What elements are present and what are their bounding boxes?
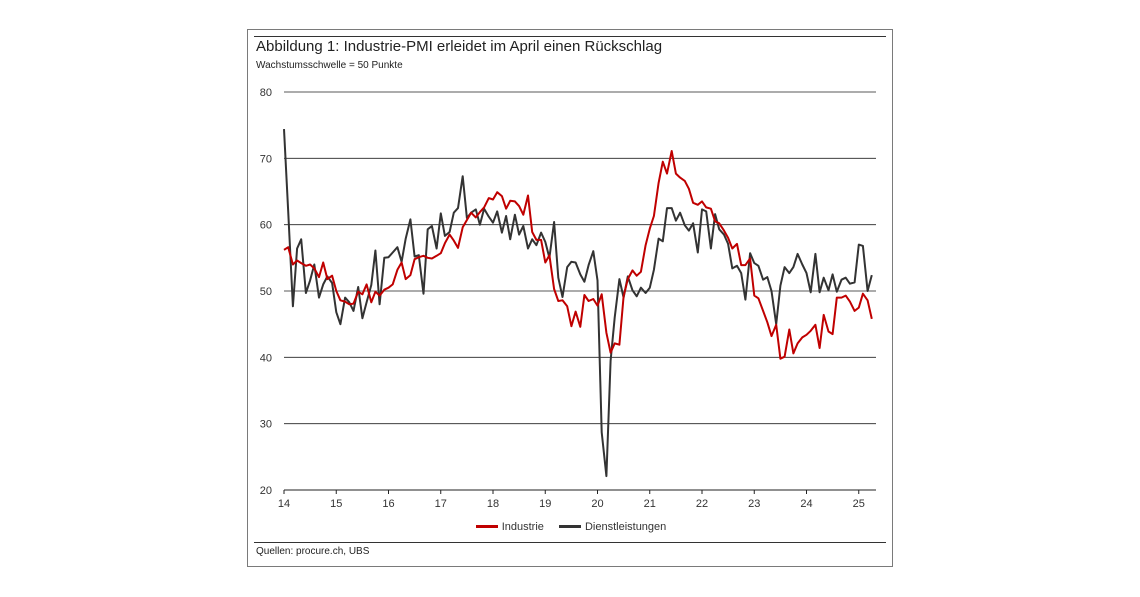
- legend-swatch-dienstleistungen: [558, 525, 581, 528]
- legend-swatch-industrie: [475, 525, 498, 528]
- gridlines: [284, 91, 876, 425]
- y-tick-label: 40: [260, 352, 272, 364]
- x-tick-label: 17: [435, 498, 447, 510]
- series-line-dienstleistungen: [283, 129, 873, 478]
- chart-figure: Abbildung 1: Industrie-PMI erleidet im A…: [247, 29, 893, 567]
- legend-item-dienstleistungen: Dienstleistungen: [558, 520, 667, 533]
- y-tick-label: 70: [260, 153, 272, 165]
- x-tick-label: 14: [278, 498, 290, 510]
- chart-subtitle: Wachstumsschwelle = 50 Punkte: [256, 60, 403, 71]
- y-axis-ticks: 20 30 40 50 60 70 80: [260, 87, 272, 497]
- y-tick-label: 80: [260, 87, 272, 99]
- source-note: Quellen: procure.ch, UBS: [256, 546, 370, 557]
- y-tick-label: 60: [260, 220, 272, 232]
- legend-label-dienstleistungen: Dienstleistungen: [584, 520, 667, 533]
- title-rule: [254, 36, 886, 37]
- x-tick-label: 15: [330, 498, 342, 510]
- series-line-industrie: [283, 150, 873, 360]
- y-tick-label: 20: [260, 485, 272, 497]
- y-tick-label: 50: [260, 286, 272, 298]
- x-tick-label: 20: [591, 498, 603, 510]
- legend: Industrie Dienstleistungen: [248, 519, 894, 533]
- source-rule: [254, 542, 886, 543]
- x-tick-label: 19: [539, 498, 551, 510]
- x-tick-label: 24: [800, 498, 812, 510]
- x-tick-label: 21: [644, 498, 656, 510]
- x-tick-label: 18: [487, 498, 499, 510]
- series-lines: [283, 129, 873, 478]
- x-tick-label: 23: [748, 498, 760, 510]
- chart-title: Abbildung 1: Industrie-PMI erleidet im A…: [256, 38, 663, 55]
- legend-label-industrie: Industrie: [501, 520, 544, 533]
- x-tick-label: 22: [696, 498, 708, 510]
- y-tick-label: 30: [260, 419, 272, 431]
- legend-item-industrie: Industrie: [475, 520, 544, 533]
- x-axis: 14 15 16 17 18 19 20 21 22 23 24 25: [278, 489, 876, 510]
- x-tick-label: 16: [382, 498, 394, 510]
- x-tick-label: 25: [853, 498, 865, 510]
- line-chart: 20 30 40 50 60 70 80 14 15 16 17 18 19 20 21 22 23 24 25: [260, 87, 876, 510]
